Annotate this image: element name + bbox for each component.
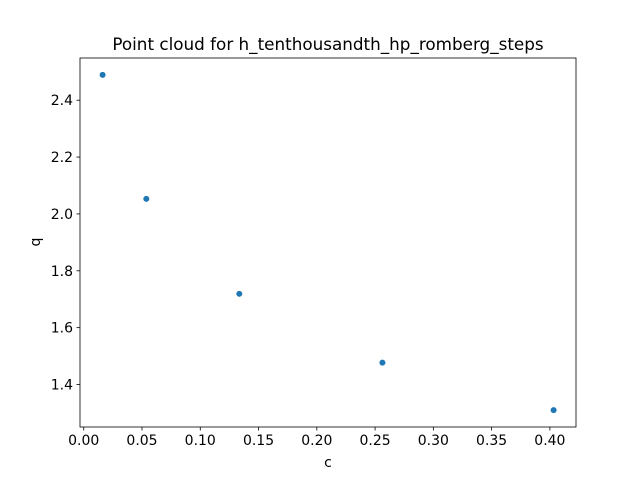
plot-area: 0.00 0.05 0.10 0.15 0.20 0.25 0.30 0.35 0.40 1.4 1… <box>51 57 577 449</box>
y-tick-label: 1.8 <box>51 264 73 280</box>
x-tick-label: 0.25 <box>359 433 390 449</box>
data-point <box>143 195 150 202</box>
data-point <box>550 407 557 414</box>
y-tick-label: 2.4 <box>51 93 73 109</box>
y-axis-label: q <box>28 238 44 247</box>
x-axis-label: c <box>324 455 332 471</box>
data-point <box>236 290 243 297</box>
x-tick-label: 0.05 <box>126 433 157 449</box>
y-tick-label: 2.2 <box>51 150 73 166</box>
x-tick-label: 0.00 <box>68 433 99 449</box>
x-tick-label: 0.40 <box>534 433 565 449</box>
data-point <box>379 359 386 366</box>
y-tick-label: 1.6 <box>51 321 73 337</box>
chart-title: Point cloud for h_tenthousandth_hp_rombe… <box>112 34 543 55</box>
x-tick-label: 0.15 <box>243 433 274 449</box>
x-tick-label: 0.20 <box>301 433 332 449</box>
y-tick-label: 2.0 <box>51 207 73 223</box>
data-point <box>99 71 106 78</box>
x-tick-label: 0.35 <box>476 433 507 449</box>
y-tick-label: 1.4 <box>51 377 73 393</box>
x-tick-label: 0.10 <box>185 433 216 449</box>
plot-frame <box>79 57 577 428</box>
x-tick-label: 0.30 <box>418 433 449 449</box>
